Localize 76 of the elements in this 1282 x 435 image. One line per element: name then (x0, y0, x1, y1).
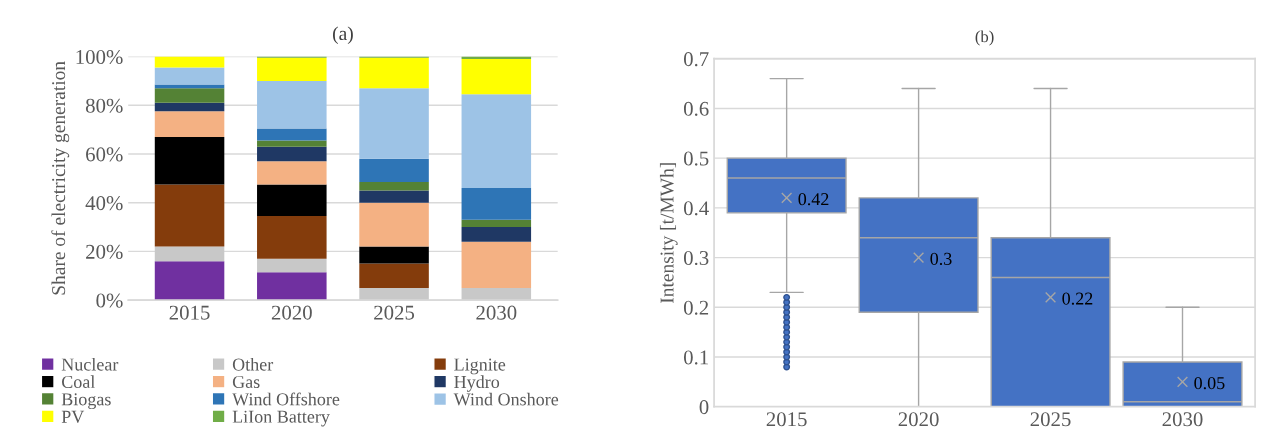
x-tick-label: 2030 (476, 305, 517, 320)
bar (359, 246, 429, 264)
y-tick-label: 0.2 (683, 300, 709, 315)
x-tick-label: 2020 (271, 305, 312, 320)
bar (257, 128, 327, 141)
bar (359, 287, 429, 301)
bar (359, 182, 429, 191)
legend-label: Other (232, 357, 274, 371)
bar (257, 258, 327, 273)
text: 0.42 (798, 193, 829, 206)
chart-title: (a) (333, 26, 353, 45)
bar (461, 287, 532, 301)
y-tick-label: 20% (86, 244, 123, 259)
bar (257, 161, 327, 185)
text: 0.22 (1062, 292, 1093, 305)
bar (257, 184, 327, 217)
y-axis-title: Share of electricity generation (51, 61, 70, 295)
legend-label: Coal (61, 375, 95, 389)
text: 0.05 (1194, 376, 1225, 390)
text: 0.3 (930, 252, 952, 265)
bar (257, 80, 327, 129)
y-tick-label: 0.5 (683, 151, 709, 166)
y-tick-label: 0.1 (683, 350, 708, 365)
bar (461, 227, 532, 242)
y-axis-title: Intensity [t/MWh] (659, 163, 678, 304)
bar (257, 57, 327, 81)
bar (154, 102, 225, 112)
bar (257, 146, 327, 162)
legend-label: Gas (232, 375, 260, 389)
x-tick-label: 2030 (1162, 412, 1203, 427)
bar (154, 136, 225, 185)
legend-label: Nuclear (61, 357, 119, 371)
x-tick-label: 2015 (169, 305, 210, 320)
bar (359, 88, 429, 159)
y-tick-label: 60% (86, 147, 123, 162)
bar (461, 58, 532, 95)
bar (154, 111, 225, 137)
bar (461, 188, 532, 220)
bar (154, 261, 225, 301)
bar (257, 140, 327, 147)
bar (359, 190, 429, 203)
legend-label: Biogas (61, 393, 111, 410)
bar (461, 241, 532, 288)
y-tick-label: 80% (85, 98, 123, 113)
y-tick-label: 0 (699, 400, 709, 415)
bar (359, 158, 429, 182)
bar (257, 216, 327, 259)
y-tick-label: 100% (76, 49, 123, 65)
bar (257, 272, 327, 301)
y-tick-label: 40% (85, 196, 123, 211)
y-tick-label: 0.7 (683, 52, 709, 67)
x-tick-label: 2025 (374, 305, 415, 320)
bar (461, 219, 532, 228)
y-tick-label: 0.6 (683, 101, 709, 116)
y-tick-label: 0% (96, 293, 123, 308)
bar (154, 56, 225, 68)
bar (461, 94, 532, 189)
y-tick-label: 0.3 (683, 250, 709, 266)
legend-label: PV (61, 410, 85, 423)
bar (154, 67, 225, 85)
bar (154, 184, 225, 247)
bar (359, 263, 429, 288)
bar (154, 246, 225, 262)
x-tick-label: 2015 (766, 412, 807, 427)
bar (359, 57, 429, 89)
legend-label: LiIon Battery (232, 410, 330, 427)
legend-label: Wind Onshore (453, 392, 559, 406)
chart-title: (b) (975, 30, 994, 46)
x-tick-label: 2020 (898, 412, 939, 427)
legend-label: Wind Offshore (232, 392, 340, 406)
bar (154, 88, 225, 103)
legend-label: Hydro (454, 375, 500, 392)
y-tick-label: 0.4 (683, 201, 709, 216)
legend-label: Lignite (454, 358, 506, 375)
x-tick-label: 2025 (1030, 412, 1071, 427)
bar (359, 202, 429, 247)
